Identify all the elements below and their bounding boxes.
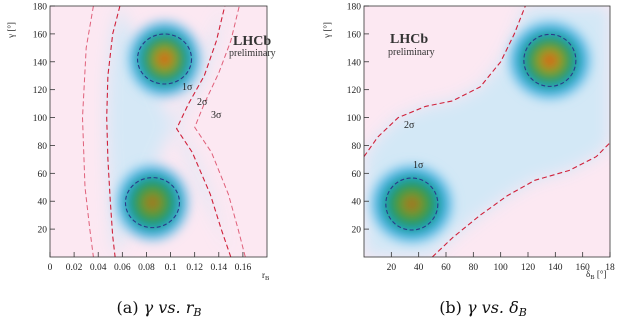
contour-label-a-1sigma: 1σ (182, 82, 193, 93)
y-tick-label-b: 60 (352, 170, 362, 180)
contour-label-a-2sigma: 2σ (197, 97, 208, 108)
heatmap-a (81, 6, 246, 257)
y-tick-label-a: 60 (38, 170, 48, 180)
y-tick-label-b: 100 (347, 114, 362, 124)
x-tick-label-b: 160 (576, 263, 591, 273)
contour-1sigma-a-upper (136, 33, 193, 85)
x-tick-label-b: 60 (441, 263, 451, 273)
x-axis-subscript-a: B (265, 275, 270, 282)
caption-a-vs: vs. (153, 298, 186, 317)
x-tick-label-a: 0.06 (114, 263, 131, 273)
x-tick-label-a: 0.02 (66, 263, 83, 273)
caption-b-prefix: (b) (439, 298, 467, 317)
peak-a-lower (112, 160, 193, 245)
caption-b-xsym: δ (509, 298, 519, 317)
caption-a-var: γ (144, 298, 154, 317)
x-axis-symbol-a: r (262, 270, 265, 280)
contour-1sigma-b-upper (523, 33, 577, 87)
y-axis-label-a: γ [°] (6, 22, 16, 39)
caption-a-xsym: r (186, 298, 195, 317)
x-axis-symbol-b: δ (586, 269, 590, 279)
x-tick-label-a: 0 (48, 263, 53, 273)
experiment-label-b: LHCb (390, 32, 428, 47)
caption-b: (b) γ vs. δB (439, 298, 527, 319)
y-tick-label-a: 140 (33, 58, 48, 68)
caption-a: (a) γ vs. rB (117, 298, 202, 319)
y-tick-label-a: 160 (33, 30, 48, 40)
x-tick-label-b: 120 (521, 263, 536, 273)
peak-b-lower (366, 161, 457, 248)
x-ticks-b: 20 40 60 80 100 120 140 160 18 (387, 252, 615, 273)
frame-b (363, 5, 611, 258)
y-tick-label-b: 120 (347, 86, 362, 96)
peak-a-upper (124, 16, 205, 101)
status-label-b: preliminary (388, 47, 435, 58)
y-tick-label-a: 80 (38, 142, 48, 152)
caption-b-var: γ (467, 298, 477, 317)
y-tick-label-a: 180 (33, 3, 48, 13)
y-tick-label-b: 140 (347, 58, 362, 68)
y-tick-label-b: 40 (352, 198, 362, 208)
x-tick-label-b: 140 (548, 263, 563, 273)
x-tick-label-b: 80 (469, 263, 479, 273)
y-tick-label-b: 160 (347, 30, 362, 40)
x-tick-label-a: 0.1 (165, 263, 177, 273)
y-tick-label-b: 180 (347, 3, 362, 13)
y-tick-label-a: 40 (38, 198, 48, 208)
contour-label-b-1sigma: 1σ (413, 160, 424, 171)
x-tick-label-b: 40 (414, 263, 424, 273)
caption-b-vs: vs. (477, 298, 510, 317)
x-axis-label-a: rB (262, 270, 270, 282)
x-tick-label-a: 0.08 (138, 263, 155, 273)
caption-b-xsub: B (518, 306, 527, 319)
contour-1sigma-b-lower (385, 177, 439, 231)
x-axis-subscript-b: B (590, 274, 595, 281)
frame-a (49, 5, 268, 258)
x-tick-label-a: 0.12 (186, 263, 203, 273)
contour-label-a-3sigma: 3σ (211, 110, 222, 121)
contour-label-b-2sigma: 2σ (404, 120, 415, 131)
contour-1sigma-a-lower (124, 177, 181, 229)
x-tick-label-b: 100 (494, 263, 509, 273)
y-tick-label-a: 20 (38, 226, 48, 236)
x-axis-label-b: δB [°] (586, 269, 606, 281)
caption-a-prefix: (a) (117, 298, 144, 317)
y-axis-label-b: γ [°] (322, 22, 332, 39)
status-label-a: preliminary (229, 48, 276, 59)
y-tick-label-b: 80 (352, 142, 362, 152)
contour-2sigma-b-lower-edge (431, 142, 610, 257)
experiment-label-a: LHCb (233, 34, 271, 49)
x-tick-label-b: 20 (387, 263, 397, 273)
contour-2sigma-a (106, 6, 232, 257)
x-tick-label-a: 0.16 (235, 263, 252, 273)
y-tick-label-b: 20 (352, 226, 362, 236)
y-tick-label-a: 120 (33, 86, 48, 96)
contour-3sigma-a (81, 6, 246, 257)
y-tick-label-a: 100 (33, 114, 48, 124)
panel-a: 0 0.02 0.04 0.06 0.08 0.1 0.12 0.14 0.16 20 40 60 8… (6, 3, 276, 320)
y-ticks-a: 20 40 60 80 100 120 140 160 180 (33, 3, 55, 236)
y-ticks-b: 20 40 60 80 100 120 140 160 180 (347, 3, 369, 236)
panel-b: 20 40 60 80 100 120 140 160 18 20 40 60 80 100 120 140… (322, 3, 615, 320)
heatmap-b (364, 6, 610, 257)
x-tick-label-a: 0.14 (210, 263, 227, 273)
x-ticks-a: 0 0.02 0.04 0.06 0.08 0.1 0.12 0.14 0.16 (48, 252, 252, 273)
peak-b-upper (504, 17, 595, 104)
caption-a-xsub: B (192, 306, 201, 319)
x-axis-unit-b: [°] (595, 269, 607, 279)
x-tick-label-b: 18 (605, 263, 615, 273)
x-tick-label-a: 0.04 (90, 263, 107, 273)
contour-2sigma-b-upper-edge (364, 6, 526, 157)
